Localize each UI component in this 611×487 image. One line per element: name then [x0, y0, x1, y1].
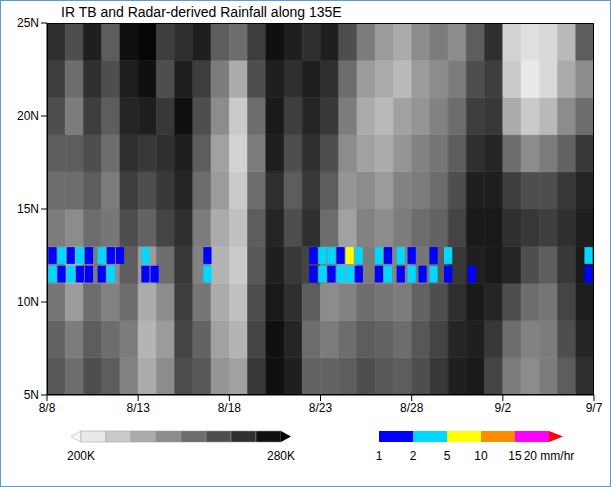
svg-text:10: 10 [474, 449, 488, 463]
svg-text:2: 2 [410, 449, 417, 463]
svg-text:20 mm/hr: 20 mm/hr [524, 449, 575, 463]
svg-text:15: 15 [508, 449, 522, 463]
svg-text:5N: 5N [24, 388, 39, 402]
svg-text:1: 1 [376, 449, 383, 463]
svg-text:9/7: 9/7 [586, 401, 603, 415]
svg-text:8/13: 8/13 [126, 401, 150, 415]
svg-text:25N: 25N [17, 16, 39, 30]
svg-text:280K: 280K [267, 449, 295, 463]
svg-text:8/8: 8/8 [39, 401, 56, 415]
svg-text:5: 5 [444, 449, 451, 463]
svg-text:8/28: 8/28 [400, 401, 424, 415]
svg-text:10N: 10N [17, 295, 39, 309]
svg-text:8/23: 8/23 [309, 401, 333, 415]
svg-text:15N: 15N [17, 202, 39, 216]
svg-text:9/2: 9/2 [494, 401, 511, 415]
svg-text:8/18: 8/18 [218, 401, 242, 415]
html-text:IR TB and Radar-derived Rainfa: IR TB and Radar-derived Rainfall along 1… [61, 4, 342, 20]
svg-text:200K: 200K [67, 449, 95, 463]
svg-text:20N: 20N [17, 109, 39, 123]
